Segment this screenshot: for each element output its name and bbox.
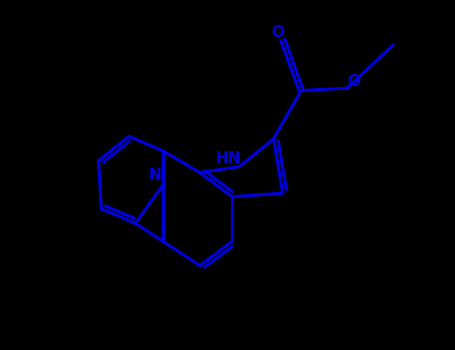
Text: N: N [149,168,162,183]
Text: O: O [271,25,284,40]
Text: O: O [347,74,360,89]
Text: HN: HN [216,151,241,166]
